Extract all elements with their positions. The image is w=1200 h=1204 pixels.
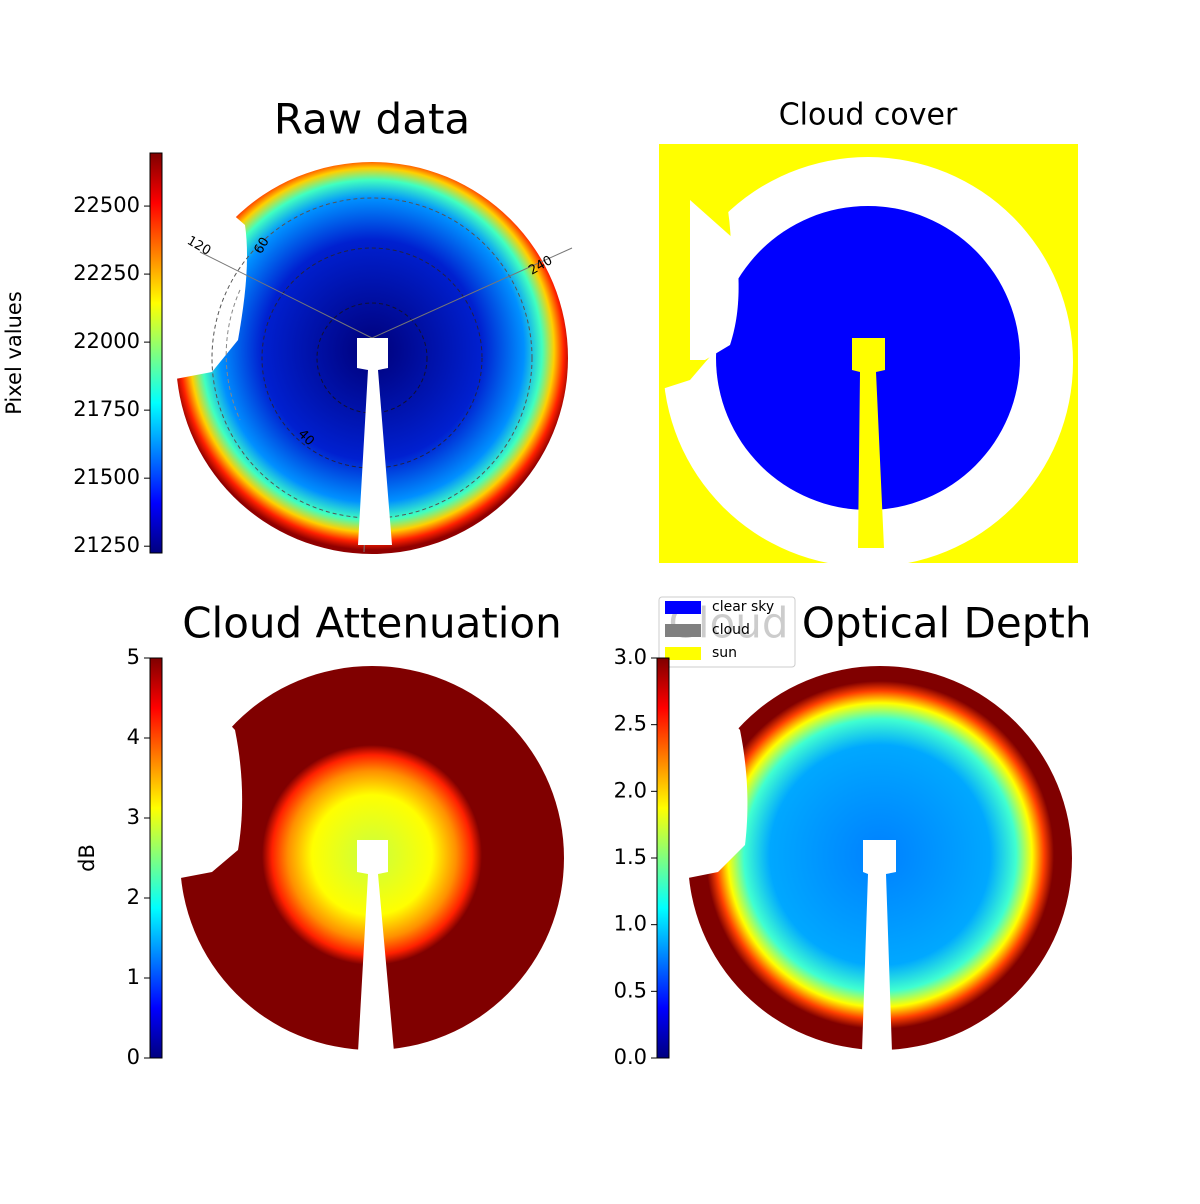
tick-label: 3 xyxy=(127,805,140,829)
tick-label: 22000 xyxy=(73,329,140,353)
tick-label: 22250 xyxy=(73,261,140,285)
tick-label: 0 xyxy=(127,1045,140,1069)
legend-label: clear sky xyxy=(712,599,774,615)
legend-swatch xyxy=(665,647,701,660)
tick-label: 2 xyxy=(127,885,140,909)
legend-swatch xyxy=(665,624,701,637)
raw-image xyxy=(170,160,573,554)
colorbar-label: dB xyxy=(75,844,99,872)
tick-label: 21750 xyxy=(73,397,140,421)
tick-label: 0.0 xyxy=(614,1045,647,1069)
title: Raw data xyxy=(274,95,470,144)
cod-image xyxy=(678,660,1072,1052)
title: Cloud Attenuation xyxy=(182,599,562,648)
tick-label: 21250 xyxy=(73,533,140,557)
legend: clear sky cloud sun xyxy=(658,596,796,668)
colorbar xyxy=(149,152,163,554)
legend-label: cloud xyxy=(712,622,750,638)
tick-label: 3.0 xyxy=(614,645,647,669)
tick-label: 1.5 xyxy=(614,845,647,869)
tick-label: 2.0 xyxy=(614,778,647,802)
attenuation-image xyxy=(170,660,564,1052)
tick-label: 21500 xyxy=(73,465,140,489)
title: Cloud cover xyxy=(779,98,958,133)
cloud-cover-image xyxy=(659,144,1078,567)
legend-swatch xyxy=(665,601,701,614)
legend-label: sun xyxy=(712,645,737,661)
tick-label: 4 xyxy=(127,725,140,749)
tick-label: 1 xyxy=(127,965,140,989)
tick-label: 2.5 xyxy=(614,712,647,736)
colorbar-label: Pixel values xyxy=(2,291,26,415)
tick-label: 0.5 xyxy=(614,978,647,1002)
tick-label: 1.0 xyxy=(614,912,647,936)
colorbar xyxy=(656,657,670,1059)
tick-label: 22500 xyxy=(73,193,140,217)
tick-label: 5 xyxy=(127,645,140,669)
polar-label: 60 xyxy=(252,235,273,257)
colorbar xyxy=(149,657,163,1059)
